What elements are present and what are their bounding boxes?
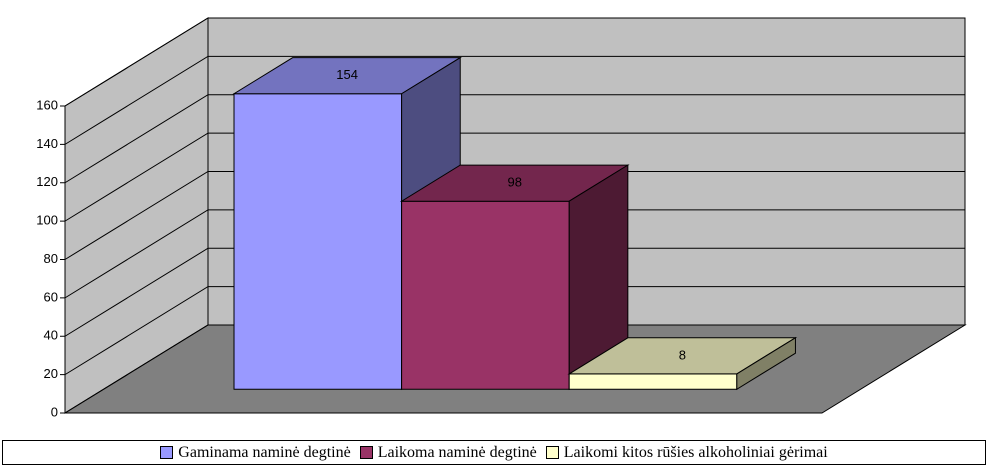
grid-line [64,209,965,299]
y-tick-label: 80 [44,251,58,266]
grid-line [64,17,965,107]
bar-front [568,373,738,390]
y-tick-label: 120 [36,174,58,189]
data-label: 154 [336,67,358,82]
legend-item: Laikoma naminė degtinė [359,443,537,462]
y-tick-label: 20 [44,366,58,381]
grid-line [64,324,965,414]
legend-swatch [545,446,559,459]
legend-label: Laikoma naminė degtinė [377,443,537,461]
grid-line [64,94,965,184]
grid-line [64,247,965,337]
legend-item: Laikomi kitos rūšies alkoholiniai gėrima… [545,443,828,462]
legend-swatch [359,446,373,459]
bar-side [736,336,796,391]
bar-front [233,93,403,390]
y-tick-label: 140 [36,136,58,151]
legend-label: Gaminama naminė degtinė [178,443,351,461]
legend-swatch [160,446,174,459]
bar-front [401,200,570,390]
y-tick-label: 60 [44,289,58,304]
legend-item: Gaminama naminė degtinė [160,443,351,462]
grid-line [64,171,965,260]
y-tick-label: 100 [36,213,58,228]
legend-label: Laikomi kitos rūšies alkoholiniai gėrima… [563,443,828,461]
y-tick-label: 160 [36,97,58,112]
data-label: 8 [679,347,686,362]
y-tick-label: 0 [51,404,58,419]
grid-line [64,132,965,222]
chart: 0 20 40 60 80 100 120 140 160 154 98 8 [36,17,967,419]
y-tick-label: 40 [44,328,58,343]
grid-line [64,286,965,376]
data-label: 98 [507,175,521,190]
grid-line [64,55,965,145]
legend: Gaminama naminė degtinė Laikoma naminė de… [2,440,986,465]
